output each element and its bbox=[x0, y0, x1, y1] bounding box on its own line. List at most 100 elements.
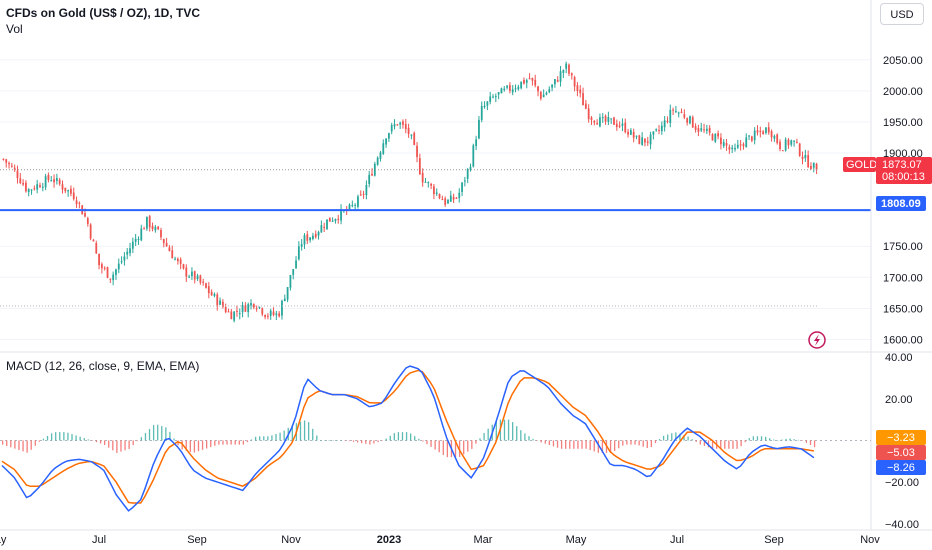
candle-body bbox=[146, 216, 148, 229]
candle-body bbox=[638, 135, 641, 144]
candle-body bbox=[191, 271, 193, 277]
candle-body bbox=[123, 256, 126, 261]
candle-body bbox=[154, 226, 157, 231]
candle-body bbox=[632, 131, 635, 138]
macd-hist-bar bbox=[601, 440, 604, 453]
candle-body bbox=[469, 166, 472, 170]
candle-body bbox=[584, 103, 587, 109]
macd-hist-bar bbox=[283, 430, 285, 441]
candle-body bbox=[199, 275, 202, 283]
macd-hist-bar bbox=[316, 435, 318, 441]
candle-body bbox=[604, 115, 607, 122]
candle-body bbox=[227, 311, 230, 313]
candle-body bbox=[649, 134, 652, 145]
macd-hist-bar bbox=[136, 440, 138, 442]
candle-body bbox=[362, 193, 365, 195]
candle-body bbox=[340, 209, 342, 221]
time-axis-labels[interactable]: May Jul Sep Nov 2023 Mar May Jul Sep Nov bbox=[0, 534, 880, 546]
macd-hist-bar bbox=[410, 433, 412, 441]
currency-button[interactable]: USD bbox=[880, 3, 924, 25]
candle-body bbox=[117, 263, 120, 270]
candle-body bbox=[295, 260, 297, 269]
candle-body bbox=[390, 125, 393, 132]
macd-hist-bar bbox=[148, 429, 151, 441]
macd-hist-bar bbox=[458, 440, 461, 457]
lightning-icon[interactable] bbox=[808, 331, 826, 349]
candle-body bbox=[368, 174, 371, 184]
candle-body bbox=[660, 125, 663, 132]
macd-hist-bar bbox=[14, 440, 16, 449]
macd-hist-bar bbox=[495, 420, 497, 441]
macd-signal-line bbox=[1, 369, 815, 504]
candle-body bbox=[742, 144, 745, 147]
candle-body bbox=[683, 114, 686, 118]
macd-hist-bar bbox=[173, 438, 175, 441]
candle-body bbox=[480, 105, 483, 120]
macd-hist-bar bbox=[405, 432, 408, 441]
macd-hist-bar bbox=[206, 440, 208, 449]
candle-body bbox=[765, 127, 767, 133]
candle-body bbox=[736, 144, 739, 148]
candle-body bbox=[720, 137, 722, 145]
candle-body bbox=[795, 141, 798, 143]
candle-body bbox=[722, 141, 725, 147]
candle-body bbox=[252, 303, 255, 308]
candle-body bbox=[627, 131, 629, 135]
candle-body bbox=[165, 242, 168, 247]
macd-main-line bbox=[1, 365, 815, 512]
candle-body bbox=[753, 130, 756, 141]
candle-body bbox=[160, 230, 162, 238]
macd-hist-bar bbox=[646, 440, 648, 449]
candle-body bbox=[404, 123, 407, 130]
macd-hist-bar bbox=[630, 440, 632, 445]
candle-body bbox=[537, 86, 539, 92]
candle-body bbox=[621, 123, 624, 126]
candle-body bbox=[483, 105, 486, 108]
candle-body bbox=[179, 259, 182, 264]
candle-body bbox=[447, 200, 449, 204]
candle-body bbox=[430, 183, 433, 186]
candle-body bbox=[331, 220, 334, 222]
macd-hist-bar bbox=[348, 440, 351, 442]
macd-hist-bar bbox=[2, 440, 4, 445]
candle-body bbox=[399, 122, 402, 125]
candle-body bbox=[323, 226, 326, 228]
candle-body bbox=[106, 267, 109, 278]
macd-hist-bar bbox=[34, 440, 36, 446]
candle-body bbox=[554, 79, 556, 85]
macd-hist-bar bbox=[503, 419, 506, 441]
macd-hist-bar bbox=[813, 440, 816, 448]
price-tick-label: 1750.00 bbox=[883, 241, 923, 253]
candle-body bbox=[542, 94, 545, 98]
macd-hist-bar bbox=[238, 440, 240, 445]
candle-body bbox=[472, 145, 475, 167]
macd-hist-bar bbox=[618, 440, 620, 449]
macd-hist-bar bbox=[589, 440, 591, 451]
hline-tag: 1808.09 bbox=[876, 196, 926, 211]
candle-body bbox=[55, 177, 58, 181]
candle-body bbox=[444, 198, 447, 205]
candle-body bbox=[615, 123, 618, 128]
macd-hist-bar bbox=[785, 438, 787, 441]
candle-body bbox=[112, 274, 115, 281]
candle-body bbox=[461, 182, 463, 193]
candle-body bbox=[424, 181, 427, 183]
candle-body bbox=[798, 143, 801, 156]
price-tick-label: 1700.00 bbox=[883, 272, 923, 284]
price-axis-ticks[interactable]: 2050.00 2000.00 1950.00 1900.00 1750.00 1700.… bbox=[883, 55, 923, 347]
macd-histogram bbox=[2, 419, 816, 458]
candle-body bbox=[644, 138, 646, 143]
candle-body bbox=[494, 96, 497, 98]
symbol-tag: GOLD bbox=[843, 157, 877, 172]
macd-axis-ticks[interactable]: 40.00 20.00 −20.00 −40.00 bbox=[885, 352, 919, 531]
candle-body bbox=[236, 310, 238, 312]
macd-hist-bar bbox=[210, 440, 212, 448]
macd-hist-bar bbox=[569, 440, 571, 449]
candle-body bbox=[41, 186, 44, 188]
macd-tick-label: −20.00 bbox=[885, 477, 919, 489]
time-axis-label: May bbox=[566, 534, 587, 546]
macd-hist-bar bbox=[809, 440, 812, 446]
candle-body bbox=[115, 269, 117, 275]
macd-hist-bar bbox=[426, 440, 428, 445]
